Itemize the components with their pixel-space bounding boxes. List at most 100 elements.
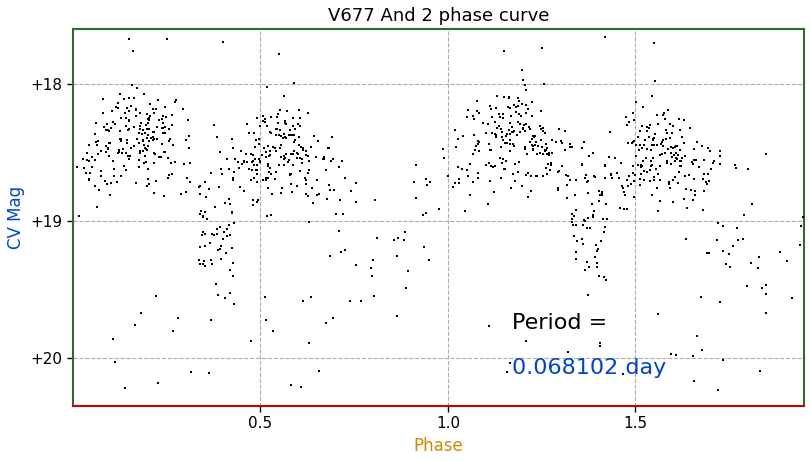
Point (294, 168, 307, 175)
Point (282, 156, 295, 164)
Point (260, 83, 273, 91)
Point (753, 254, 766, 261)
Point (371, 235, 384, 242)
Point (781, 257, 794, 265)
Point (217, 228, 230, 236)
Point (663, 180, 676, 187)
Point (143, 114, 156, 122)
Point (503, 130, 516, 138)
Point (650, 184, 663, 191)
Point (99, 142, 112, 150)
Point (651, 171, 664, 178)
Point (500, 157, 513, 164)
Point (508, 160, 521, 167)
Point (551, 168, 564, 176)
Point (286, 161, 299, 169)
Point (199, 263, 212, 270)
Point (253, 141, 266, 148)
Point (83, 157, 96, 164)
Point (140, 146, 153, 153)
Point (251, 170, 264, 177)
Point (245, 176, 258, 183)
Point (728, 161, 741, 169)
Point (122, 116, 135, 124)
Point (647, 134, 660, 141)
Point (677, 139, 690, 146)
Point (468, 147, 481, 154)
Point (581, 214, 594, 222)
Point (291, 151, 304, 158)
Point (141, 165, 154, 172)
Point (480, 129, 493, 137)
Point (83, 176, 96, 183)
Point (126, 81, 139, 89)
Point (273, 126, 286, 134)
Point (97, 109, 109, 116)
Point (701, 249, 714, 257)
Point (302, 152, 315, 160)
Point (78, 164, 91, 172)
Point (539, 140, 552, 147)
Point (581, 178, 594, 185)
Point (659, 149, 672, 157)
Point (142, 175, 155, 182)
Point (228, 169, 241, 176)
Point (307, 132, 320, 140)
Point (133, 149, 146, 157)
Point (590, 248, 603, 255)
Point (367, 292, 380, 300)
Point (466, 112, 479, 119)
Point (661, 159, 674, 167)
Point (139, 144, 152, 152)
Point (101, 127, 114, 134)
Point (268, 144, 281, 151)
Point (253, 158, 266, 166)
Point (494, 175, 507, 182)
Point (691, 332, 704, 340)
Point (689, 187, 702, 195)
Point (71, 163, 84, 170)
Point (140, 126, 153, 133)
Point (598, 273, 611, 280)
Point (633, 141, 646, 148)
Point (265, 170, 278, 178)
Point (654, 140, 667, 148)
Point (737, 211, 750, 219)
Point (163, 135, 176, 142)
Point (167, 328, 180, 335)
Point (637, 157, 650, 164)
Point (109, 121, 122, 128)
Point (472, 140, 485, 148)
Point (560, 171, 573, 179)
Point (486, 129, 499, 137)
Point (526, 141, 539, 148)
Point (284, 127, 297, 134)
Point (127, 95, 140, 102)
Point (653, 151, 666, 158)
Point (541, 170, 554, 177)
Point (569, 255, 582, 263)
Point (148, 159, 161, 166)
Point (496, 129, 508, 136)
Point (303, 158, 315, 165)
Point (667, 176, 680, 184)
Point (578, 218, 591, 225)
Point (507, 141, 520, 148)
Point (759, 309, 772, 316)
Point (531, 142, 544, 150)
Point (645, 163, 658, 170)
Point (339, 175, 352, 182)
Point (672, 152, 684, 159)
Point (689, 157, 702, 164)
Point (493, 111, 506, 118)
Point (397, 236, 410, 243)
Point (324, 252, 337, 260)
Point (579, 266, 592, 274)
Point (277, 134, 290, 142)
Point (203, 186, 216, 193)
Point (268, 176, 281, 183)
Point (133, 126, 146, 133)
Point (658, 109, 671, 117)
Point (624, 180, 637, 188)
Point (242, 165, 255, 173)
